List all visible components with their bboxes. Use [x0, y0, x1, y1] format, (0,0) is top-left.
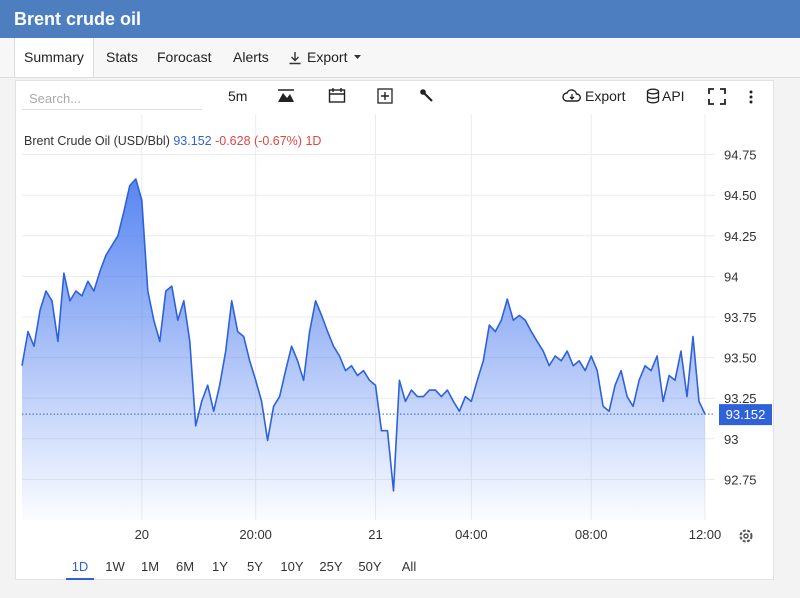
y-tick-label: 94 — [724, 269, 738, 284]
calendar-icon[interactable] — [328, 87, 346, 104]
interval-button[interactable]: 5m — [228, 88, 248, 104]
range-button[interactable]: 1W — [105, 559, 125, 574]
range-button[interactable]: 10Y — [280, 559, 304, 574]
caret — [354, 55, 361, 59]
y-tick-label: 93.50 — [724, 351, 757, 366]
tools-icon[interactable] — [419, 88, 435, 104]
api-icon[interactable] — [646, 88, 660, 104]
price-change: -0.628 — [215, 134, 251, 148]
range-button[interactable]: 1Y — [212, 559, 228, 574]
x-tick-label: 12:00 — [689, 527, 722, 542]
y-tick-label: 94.75 — [724, 148, 757, 163]
last-price-box — [719, 404, 772, 426]
chart-type-icon[interactable] — [277, 88, 295, 104]
range-button[interactable]: 1D — [66, 556, 94, 580]
add-icon[interactable] — [377, 88, 393, 104]
tab[interactable]: Export — [307, 49, 348, 65]
last-price-label: 93.152 — [726, 407, 766, 422]
last-price: 93.152 — [173, 134, 212, 148]
export-button[interactable]: Export — [585, 88, 626, 104]
range-button[interactable]: 6M — [175, 559, 195, 574]
page-title: Brent crude oil — [14, 9, 142, 29]
range-button[interactable]: 50Y — [358, 559, 382, 574]
range-button[interactable]: 25Y — [319, 559, 343, 574]
x-tick-label: 20:00 — [239, 527, 272, 542]
line — [21, 178, 706, 492]
period: 1D — [305, 134, 322, 148]
tab[interactable]: Summary — [14, 38, 94, 77]
tab[interactable]: Stats — [106, 49, 138, 65]
fullscreen-icon[interactable] — [708, 88, 726, 105]
y-tick-label: 93.75 — [724, 310, 757, 325]
header: Brent crude oil — [0, 0, 800, 38]
y-tick-label: 94.50 — [724, 188, 757, 203]
search-placeholder: Search... — [29, 91, 82, 106]
settings-icon[interactable] — [739, 529, 753, 543]
x-tick-label: 20 — [135, 527, 149, 542]
y-tick-label: 94.25 — [724, 229, 757, 244]
range-button[interactable]: 5Y — [247, 559, 263, 574]
cloud-icon[interactable] — [562, 89, 582, 103]
legend: Brent Crude Oil (USD/Bbl) 93.152 -0.628 … — [24, 134, 321, 148]
x-tick-label: 08:00 — [575, 527, 608, 542]
series-name: Brent Crude Oil (USD/Bbl) — [24, 134, 170, 148]
price-change-percent: (-0.67%) — [254, 134, 302, 148]
y-tick-label: 93.25 — [724, 391, 757, 406]
more-icon[interactable] — [748, 89, 754, 105]
api-button[interactable]: API — [662, 88, 685, 104]
y-tick-label: 93 — [724, 432, 738, 447]
tab[interactable]: Forocast — [157, 49, 212, 65]
tab-bar: Summary Stats Forocast Alerts Export — [0, 38, 800, 78]
area — [22, 179, 705, 520]
y-tick-label: 92.75 — [724, 472, 757, 487]
range-button[interactable]: All — [401, 559, 417, 574]
download-icon — [289, 52, 301, 65]
range-button[interactable]: 1M — [140, 559, 160, 574]
tab[interactable]: Alerts — [233, 49, 269, 65]
x-tick-label: 04:00 — [455, 527, 488, 542]
x-tick-label: 21 — [368, 527, 382, 542]
search-input[interactable]: Search... — [22, 84, 202, 110]
